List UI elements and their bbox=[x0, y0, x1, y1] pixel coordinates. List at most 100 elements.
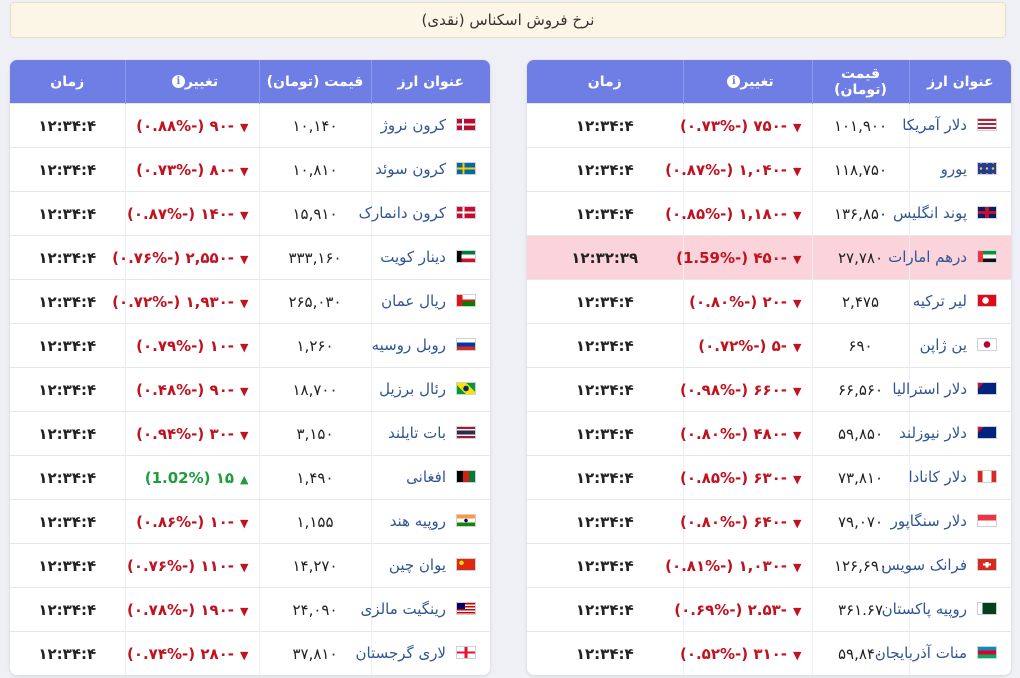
currency-name[interactable]: منات آذربایجان bbox=[874, 643, 967, 662]
currency-name-cell[interactable]: منات آذربایجان bbox=[875, 631, 1011, 675]
table-row[interactable]: دلار نیوزلند ۵۹,۸۵۰ ▼ -۴۸۰ (-۰.۸۰%) ۱۲:۳۴:۴ bbox=[527, 411, 1011, 456]
currency-name-cell[interactable]: کرون سوئد bbox=[370, 147, 490, 192]
column-header-name[interactable]: عنوان ارز bbox=[370, 60, 490, 104]
currency-name-cell[interactable]: رئال برزیل bbox=[370, 367, 490, 412]
column-header-change[interactable]: تغییر i bbox=[682, 60, 812, 104]
currency-name[interactable]: درهم امارات bbox=[888, 247, 967, 266]
flag-in-icon bbox=[456, 514, 476, 528]
table-row[interactable]: کرون نروژ ۱۰,۱۴۰ ▼ -۹۰ (-۰.۸۸%) ۱۲:۳۴:۴ bbox=[10, 103, 490, 148]
currency-name[interactable]: دلار استرالیا bbox=[892, 379, 967, 398]
currency-name-cell[interactable]: ریال عمان bbox=[370, 279, 490, 324]
table-row[interactable]: منات آذربایجان ۵۹,۸۴۰ ▼ -۳۱۰ (-۰.۵۲%) ۱۲:۳۴:… bbox=[527, 631, 1011, 675]
currency-name[interactable]: لاری گرجستان bbox=[355, 643, 447, 662]
table-row[interactable]: دلار استرالیا ۶۶,۵۶۰ ▼ -۶۶۰ (-۰.۹۸%) ۱۲:۳۴:۴ bbox=[527, 367, 1011, 412]
currency-name-cell[interactable]: کرون نروژ bbox=[370, 103, 490, 148]
currency-name-cell[interactable]: یوان چین bbox=[370, 543, 490, 588]
currency-name-cell[interactable]: دینار کویت bbox=[370, 235, 490, 280]
currency-name[interactable]: ین ژاپن bbox=[919, 335, 967, 354]
currency-name-cell[interactable]: بات تایلند bbox=[370, 411, 490, 456]
currency-name[interactable]: یوان چین bbox=[388, 555, 446, 574]
change-value: -۶۶۰ (-۰.۹۸%) bbox=[679, 380, 788, 399]
currency-name-cell[interactable]: لیر ترکیه bbox=[908, 279, 1011, 324]
time-cell: ۱۲:۳۴:۴ bbox=[527, 455, 683, 500]
time-cell: ۱۲:۳۴:۴ bbox=[527, 323, 683, 368]
table-row[interactable]: روپیه پاکستان ۳۶۱.۶۷ ▼ -۲.۵۳ (-۰.۶۹%) ۱۲:۳۴:… bbox=[527, 587, 1011, 632]
table-row[interactable]: بات تایلند ۳,۱۵۰ ▼ -۳۰ (-۰.۹۴%) ۱۲:۳۴:۴ bbox=[10, 411, 490, 456]
currency-name-cell[interactable]: فرانک سویس bbox=[881, 543, 1011, 588]
column-header-price[interactable]: قیمت (تومان) bbox=[811, 60, 909, 104]
table-row[interactable]: روبل روسیه ۱,۲۶۰ ▼ -۱۰ (-۰.۷۹%) ۱۲:۳۴:۴ bbox=[10, 323, 490, 368]
currency-name-cell[interactable]: روپیه هند bbox=[370, 499, 490, 544]
currency-name-cell[interactable]: ین ژاپن bbox=[908, 323, 1011, 368]
currency-name[interactable]: پوند انگلیس bbox=[893, 203, 967, 222]
change-value: -۲۸۰ (-۰.۷۴%) bbox=[126, 644, 235, 663]
currency-name[interactable]: روپیه پاکستان bbox=[881, 599, 967, 618]
currency-name[interactable]: روبل روسیه bbox=[371, 335, 446, 354]
table-row[interactable]: رئال برزیل ۱۸,۷۰۰ ▼ -۹۰ (-۰.۴۸%) ۱۲:۳۴:۴ bbox=[10, 367, 490, 412]
info-icon[interactable]: i bbox=[727, 75, 741, 88]
table-row[interactable]: دلار سنگاپور ۷۹,۰۷۰ ▼ -۶۴۰ (-۰.۸۰%) ۱۲:۳۴:۴ bbox=[527, 499, 1011, 544]
time-cell: ۱۲:۳۴:۴ bbox=[527, 191, 683, 236]
chevron-down-icon: ▼ bbox=[240, 516, 249, 530]
table-row[interactable]: درهم امارات ۲۷,۷۸۰ ▼ -۴۵۰ (-1.59%) ۱۲:۳۲:۳۹ bbox=[527, 235, 1011, 280]
chevron-down-icon: ▼ bbox=[240, 120, 249, 134]
currency-name[interactable]: دینار کویت bbox=[380, 247, 446, 266]
currency-name-cell[interactable]: پوند انگلیس bbox=[893, 191, 1011, 236]
column-header-name[interactable]: عنوان ارز bbox=[908, 60, 1011, 104]
column-header-time[interactable]: زمان bbox=[10, 60, 125, 104]
currency-name-cell[interactable]: دلار سنگاپور bbox=[891, 499, 1011, 544]
flag-eu-icon bbox=[977, 162, 997, 176]
table-row[interactable]: کرون سوئد ۱۰,۸۱۰ ▼ -۸۰ (-۰.۷۳%) ۱۲:۳۴:۴ bbox=[10, 147, 490, 192]
currency-name[interactable]: دلار سنگاپور bbox=[890, 511, 967, 530]
table-row[interactable]: دلار آمریکا ۱۰۱,۹۰۰ ▼ -۷۵۰ (-۰.۷۳%) ۱۲:۳۴:۴ bbox=[527, 103, 1011, 148]
table-row[interactable]: کرون دانمارک ۱۵,۹۱۰ ▼ -۱۴۰ (-۰.۸۷%) ۱۲:۳۴:۴ bbox=[10, 191, 490, 236]
table-row[interactable]: دینار کویت ۳۳۳,۱۶۰ ▼ -۲,۵۵۰ (-۰.۷۶%) ۱۲:۳۴:۴ bbox=[10, 235, 490, 280]
currency-name[interactable]: دلار آمریکا bbox=[902, 115, 967, 134]
currency-name[interactable]: روپیه هند bbox=[389, 511, 446, 530]
change-value: -۴۵۰ (-1.59%) bbox=[676, 248, 788, 267]
table-row[interactable]: فرانک سویس ۱۲۶,۶۹۰ ▼ -۱,۰۳۰ (-۰.۸۱%) ۱۲:۳۴:۴ bbox=[527, 543, 1011, 588]
currency-name-cell[interactable]: دلار آمریکا bbox=[902, 103, 1011, 148]
currency-name-cell[interactable]: دلار کانادا bbox=[908, 455, 1011, 500]
currency-name[interactable]: یورو bbox=[940, 159, 967, 178]
currency-name-cell[interactable]: دلار استرالیا bbox=[892, 367, 1011, 412]
currency-name-cell[interactable]: یورو bbox=[908, 147, 1011, 192]
info-icon[interactable]: i bbox=[171, 75, 185, 88]
price-cell: ۵۹,۸۴۰ bbox=[811, 631, 909, 675]
table-row[interactable]: رینگیت مالزی ۲۴,۰۹۰ ▼ -۱۹۰ (-۰.۷۸%) ۱۲:۳۴:۴ bbox=[10, 587, 490, 632]
table-row[interactable]: دلار کانادا ۷۳,۸۱۰ ▼ -۶۳۰ (-۰.۸۵%) ۱۲:۳۴:۴ bbox=[527, 455, 1011, 500]
currency-name[interactable]: فرانک سویس bbox=[881, 555, 967, 574]
currency-name[interactable]: رینگیت مالزی bbox=[360, 599, 446, 618]
currency-name[interactable]: کرون نروژ bbox=[380, 115, 446, 134]
currency-name[interactable]: لیر ترکیه bbox=[912, 291, 967, 310]
currency-name[interactable]: بات تایلند bbox=[388, 423, 446, 442]
table-row[interactable]: لاری گرجستان ۳۷,۸۱۰ ▼ -۲۸۰ (-۰.۷۴%) ۱۲:۳۴:۴ bbox=[10, 631, 490, 675]
currency-name-cell[interactable]: لاری گرجستان bbox=[356, 631, 490, 675]
currency-name[interactable]: ریال عمان bbox=[381, 291, 446, 310]
currency-name-cell[interactable]: کرون دانمارک bbox=[359, 191, 490, 236]
table-row[interactable]: یوان چین ۱۴,۲۷۰ ▼ -۱۱۰ (-۰.۷۶%) ۱۲:۳۴:۴ bbox=[10, 543, 490, 588]
currency-name-cell[interactable]: افغانی bbox=[370, 455, 490, 500]
column-header-time[interactable]: زمان bbox=[527, 60, 683, 104]
currency-name-cell[interactable]: درهم امارات bbox=[888, 235, 1011, 280]
currency-name-cell[interactable]: دلار نیوزلند bbox=[899, 411, 1011, 456]
table-row[interactable]: لیر ترکیه ۲,۴۷۵ ▼ -۲۰ (-۰.۸۰%) ۱۲:۳۴:۴ bbox=[527, 279, 1011, 324]
table-row[interactable]: روپیه هند ۱,۱۵۵ ▼ -۱۰ (-۰.۸۶%) ۱۲:۳۴:۴ bbox=[10, 499, 490, 544]
currency-name-cell[interactable]: روبل روسیه bbox=[370, 323, 490, 368]
currency-name[interactable]: کرون دانمارک bbox=[358, 203, 446, 222]
table-row[interactable]: ریال عمان ۲۶۵,۰۳۰ ▼ -۱,۹۳۰ (-۰.۷۲%) ۱۲:۳۴:۴ bbox=[10, 279, 490, 324]
column-header-change[interactable]: تغییر i bbox=[124, 60, 259, 104]
table-row[interactable]: ین ژاپن ۶۹۰ ▼ -۵ (-۰.۷۲%) ۱۲:۳۴:۴ bbox=[527, 323, 1011, 368]
table-row[interactable]: افغانی ۱,۴۹۰ ▲ ۱۵ (1.02%) ۱۲:۳۴:۴ bbox=[10, 455, 490, 500]
currency-name[interactable]: دلار نیوزلند bbox=[899, 423, 967, 442]
column-header-price[interactable]: قیمت (تومان) bbox=[258, 60, 371, 104]
currency-name[interactable]: کرون سوئد bbox=[375, 159, 446, 178]
currency-name[interactable]: دلار کانادا bbox=[908, 467, 967, 486]
currency-name-cell[interactable]: روپیه پاکستان bbox=[882, 587, 1011, 632]
table-row[interactable]: یورو ۱۱۸,۷۵۰ ▼ -۱,۰۴۰ (-۰.۸۷%) ۱۲:۳۴:۴ bbox=[527, 147, 1011, 192]
currency-name-cell[interactable]: رینگیت مالزی bbox=[361, 587, 490, 632]
table-row[interactable]: پوند انگلیس ۱۳۶,۸۵۰ ▼ -۱,۱۸۰ (-۰.۸۵%) ۱۲:۳۴:… bbox=[527, 191, 1011, 236]
currency-name[interactable]: رئال برزیل bbox=[379, 379, 446, 398]
chevron-down-icon: ▼ bbox=[793, 252, 802, 266]
currency-name[interactable]: افغانی bbox=[406, 467, 446, 486]
